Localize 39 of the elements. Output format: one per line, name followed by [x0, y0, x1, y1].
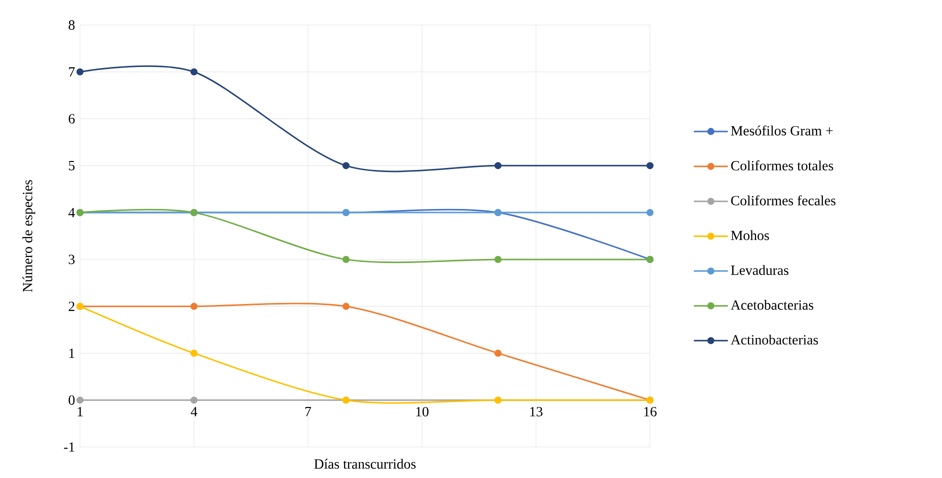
x-tick-label: 13: [530, 406, 542, 416]
legend-label: Coliformes totales: [731, 160, 834, 170]
legend-label: Coliformes fecales: [731, 195, 836, 206]
point: [190, 302, 198, 310]
point: [342, 302, 350, 310]
y-tick-label: 1: [69, 348, 74, 358]
point: [76, 396, 84, 404]
point: [646, 162, 654, 170]
point: [494, 350, 502, 357]
y-tick-label: 7: [69, 67, 75, 76]
legend-label: Actinobacterias: [730, 334, 818, 345]
y-tick-label: -1: [64, 442, 74, 452]
legend-label: Acetobacterias: [730, 300, 814, 310]
point: [646, 209, 654, 216]
x-tick-label: 7: [305, 406, 312, 416]
point: [190, 396, 198, 404]
point: [76, 68, 84, 76]
y-tick-label: 4: [68, 208, 75, 218]
point: [494, 162, 502, 170]
y-axis-title: Número de especies: [22, 180, 36, 292]
y-tick-label: 3: [68, 254, 75, 264]
y-tick-label: 6: [68, 114, 75, 124]
x-tick-label: 16: [644, 406, 657, 416]
point: [342, 256, 350, 263]
point: [494, 256, 502, 263]
x-axis-title: Días transcurridos: [314, 458, 416, 469]
point: [190, 68, 198, 76]
x-tick-label: 1: [78, 406, 83, 416]
y-tick-label: 2: [68, 302, 74, 311]
y-tick-label: 5: [68, 161, 75, 170]
y-tick-label: 8: [68, 20, 75, 30]
point: [342, 162, 350, 170]
y-tick-label: 0: [68, 395, 75, 405]
legend-label: Levaduras: [730, 265, 788, 275]
x-tick-label: 4: [190, 406, 198, 416]
x-tick-label: 10: [416, 406, 428, 416]
legend-label: Mesófilos Gram +: [730, 125, 833, 136]
legend-label: Mohos: [730, 230, 769, 240]
point: [190, 350, 198, 357]
